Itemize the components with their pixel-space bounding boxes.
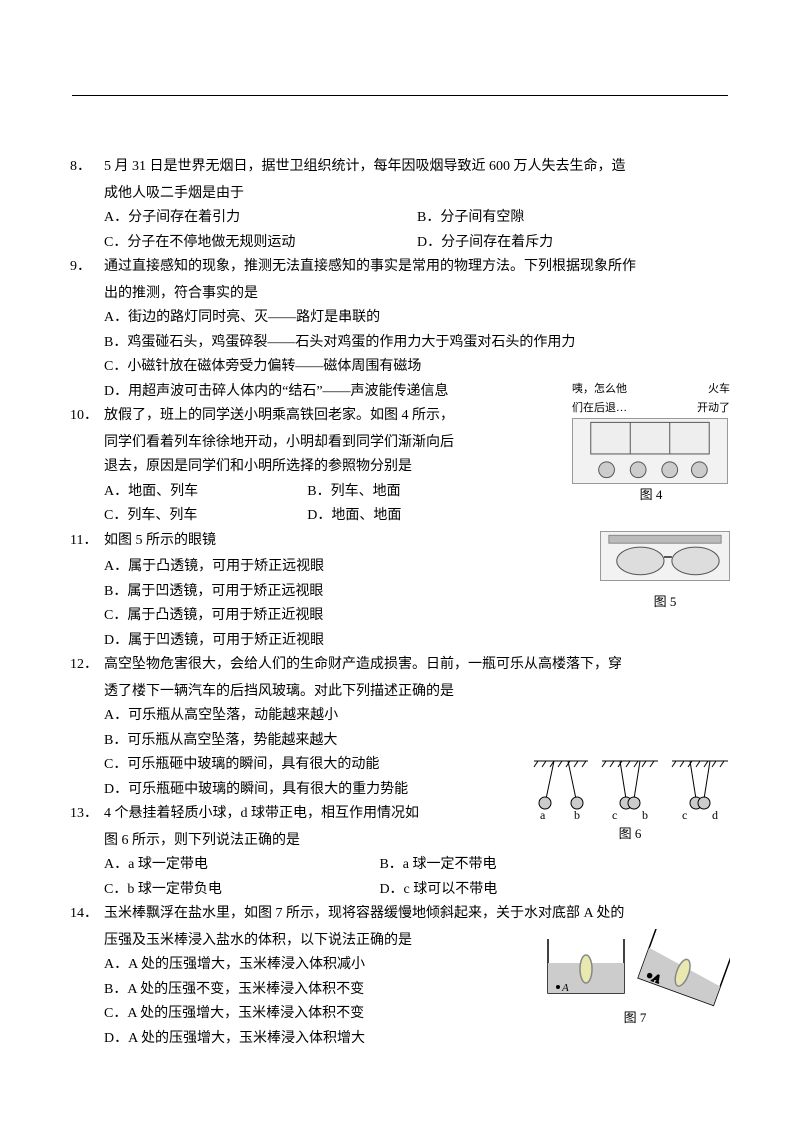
q8-opt-b: B．分子间有空隙 xyxy=(417,206,730,231)
q14-opt-d: D．A 处的压强增大，玉米棒浸入体积增大 xyxy=(70,1027,730,1052)
figure-6: a b c b c d 图 6 xyxy=(530,755,730,846)
q13-opt-a: A．a 球一定带电 xyxy=(104,853,379,878)
question-12: 12． 高空坠物危害很大，会给人们的生命财产造成损害。日前，一瓶可乐从高楼落下，… xyxy=(70,653,730,678)
fig6-lbl-c2: c xyxy=(682,808,687,822)
q10-opt-c: C．列车、列车 xyxy=(104,504,307,529)
q10-num: 10． xyxy=(70,404,104,429)
q8-options: A．分子间存在着引力 B．分子间有空隙 C．分子在不停地做无规则运动 D．分子间… xyxy=(70,206,730,255)
question-11: 11． 如图 5 所示的眼镜 xyxy=(70,529,594,554)
q9-stem-2: 出的推测，符合事实的是 xyxy=(70,282,730,307)
q11-opt-d: D．属于凹透镜，可用于矫正近视眼 xyxy=(70,629,730,654)
q10-opt-b: B．列车、地面 xyxy=(307,480,510,505)
q13-options: A．a 球一定带电 B．a 球一定不带电 C．b 球一定带负电 D．c 球可以不… xyxy=(70,853,730,902)
q8-opt-d: D．分子间存在着斥力 xyxy=(417,231,730,256)
q10-options: A．地面、列车 B．列车、地面 C．列车、列车 D．地面、地面 xyxy=(70,480,566,529)
q12-stem-1: 高空坠物危害很大，会给人们的生命财产造成损害。日前，一瓶可乐从高楼落下，穿 xyxy=(104,653,730,678)
top-rule xyxy=(72,95,728,96)
q11-stem: 如图 5 所示的眼镜 xyxy=(104,529,594,554)
fig4-text-3: 火车 xyxy=(708,380,730,399)
question-14: 14． 玉米棒飘浮在盐水里，如图 7 所示，现将容器缓慢地倾斜起来，关于水对底部… xyxy=(70,902,730,927)
q10-stem-1: 放假了，班上的同学送小明乘高铁回老家。如图 4 所示， xyxy=(104,404,566,429)
q9-num: 9． xyxy=(70,255,104,280)
q8-opt-c: C．分子在不停地做无规则运动 xyxy=(104,231,417,256)
figure-4: 咦，怎么他 火车 们在后退… 开动了 图 4 xyxy=(572,380,730,507)
fig6-lbl-c: c xyxy=(612,808,617,822)
page-content: 8． 5 月 31 日是世界无烟日，据世卫组织统计，每年因吸烟导致近 600 万… xyxy=(0,0,800,1091)
q13-opt-b: B．a 球一定不带电 xyxy=(379,853,654,878)
fig6-lbl-b2: b xyxy=(642,808,648,822)
fig4-label: 图 4 xyxy=(572,484,730,507)
fig6-lbl-a: a xyxy=(540,808,546,822)
q8-num: 8． xyxy=(70,155,104,180)
q14-stem-1: 玉米棒飘浮在盐水里，如图 7 所示，现将容器缓慢地倾斜起来，关于水对底部 A 处… xyxy=(104,902,730,927)
q10-opt-d: D．地面、地面 xyxy=(307,504,510,529)
figure-7: A A 图 7 xyxy=(540,929,730,1030)
q13-opt-d: D．c 球可以不带电 xyxy=(379,878,654,903)
fig4-image xyxy=(572,418,728,484)
fig6-label: 图 6 xyxy=(530,823,730,846)
fig4-text-1: 咦，怎么他 xyxy=(572,380,627,399)
q9-opt-a: A．街边的路灯同时亮、灭——路灯是串联的 xyxy=(70,306,730,331)
fig5-image xyxy=(600,531,730,581)
q8-stem-1: 5 月 31 日是世界无烟日，据世卫组织统计，每年因吸烟导致近 600 万人失去… xyxy=(104,155,730,180)
q9-opt-c: C．小磁针放在磁体旁受力偏转——磁体周围有磁场 xyxy=(70,355,730,380)
q13-opt-c: C．b 球一定带负电 xyxy=(104,878,379,903)
fig7-point-a: A xyxy=(561,982,569,994)
question-10: 10． 放假了，班上的同学送小明乘高铁回老家。如图 4 所示， xyxy=(70,404,566,429)
q14-num: 14． xyxy=(70,902,104,927)
question-9: 9． 通过直接感知的现象，推测无法直接感知的事实是常用的物理方法。下列根据现象所… xyxy=(70,255,730,280)
figure-5: 图 5 xyxy=(600,531,730,614)
question-8: 8． 5 月 31 日是世界无烟日，据世卫组织统计，每年因吸烟导致近 600 万… xyxy=(70,155,730,180)
fig6-lbl-b: b xyxy=(574,808,580,822)
question-13: 13． 4 个悬挂着轻质小球，d 球带正电，相互作用情况如 xyxy=(70,802,524,827)
q13-num: 13． xyxy=(70,802,104,827)
q8-stem-2: 成他人吸二手烟是由于 xyxy=(70,182,730,207)
fig4-text-2: 们在后退… xyxy=(572,399,627,418)
q11-num: 11． xyxy=(70,529,104,554)
fig7-label: 图 7 xyxy=(540,1007,730,1030)
q9-stem-1: 通过直接感知的现象，推测无法直接感知的事实是常用的物理方法。下列根据现象所作 xyxy=(104,255,730,280)
fig6-svg: a b c b c d xyxy=(530,755,730,823)
q8-opt-a: A．分子间存在着引力 xyxy=(104,206,417,231)
q12-num: 12． xyxy=(70,653,104,678)
q12-stem-2: 透了楼下一辆汽车的后挡风玻璃。对此下列描述正确的是 xyxy=(70,680,730,705)
q9-opt-b: B．鸡蛋碰石头，鸡蛋碎裂——石头对鸡蛋的作用力大于鸡蛋对石头的作用力 xyxy=(70,331,730,356)
q12-opt-b: B．可乐瓶从高空坠落，势能越来越大 xyxy=(70,729,730,754)
fig4-text-4: 开动了 xyxy=(697,399,730,418)
fig5-label: 图 5 xyxy=(600,591,730,614)
q13-stem-1: 4 个悬挂着轻质小球，d 球带正电，相互作用情况如 xyxy=(104,802,524,827)
fig6-lbl-d: d xyxy=(712,808,718,822)
q10-opt-a: A．地面、列车 xyxy=(104,480,307,505)
q12-opt-a: A．可乐瓶从高空坠落，动能越来越小 xyxy=(70,704,730,729)
fig7-svg: A A xyxy=(540,929,730,1007)
